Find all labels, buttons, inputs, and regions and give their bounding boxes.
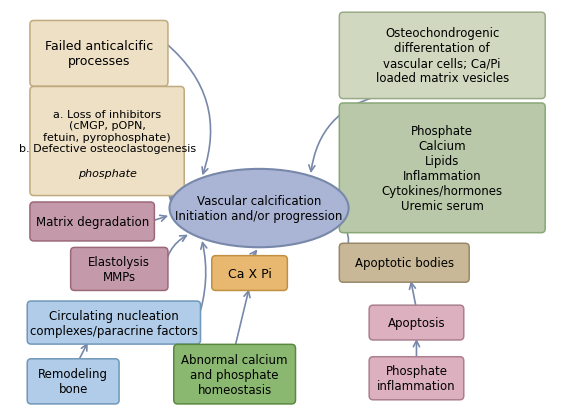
FancyBboxPatch shape — [339, 104, 545, 233]
FancyBboxPatch shape — [27, 301, 200, 344]
Ellipse shape — [169, 169, 348, 248]
FancyBboxPatch shape — [30, 21, 168, 87]
Text: Abnormal calcium
and phosphate
homeostasis: Abnormal calcium and phosphate homeostas… — [181, 353, 288, 396]
FancyBboxPatch shape — [30, 87, 184, 196]
Text: Phosphate
Calcium
Lipids
Inflammation
Cytokines/hormones
Uremic serum: Phosphate Calcium Lipids Inflammation Cy… — [381, 125, 503, 212]
FancyBboxPatch shape — [339, 244, 469, 282]
FancyBboxPatch shape — [369, 357, 464, 400]
Text: Remodeling
bone: Remodeling bone — [38, 368, 108, 395]
FancyBboxPatch shape — [369, 306, 464, 340]
Text: Elastolysis
MMPs: Elastolysis MMPs — [88, 255, 150, 283]
Text: phosphate: phosphate — [77, 169, 136, 179]
Text: Failed anticalcific
processes: Failed anticalcific processes — [45, 40, 153, 68]
Text: Osteochondrogenic
differentation of
vascular cells; Ca/Pi
loaded matrix vesicles: Osteochondrogenic differentation of vasc… — [376, 27, 509, 85]
Text: Matrix degradation: Matrix degradation — [35, 216, 149, 228]
FancyBboxPatch shape — [211, 256, 287, 291]
FancyBboxPatch shape — [30, 202, 154, 241]
Text: Apoptotic bodies: Apoptotic bodies — [355, 256, 454, 270]
FancyBboxPatch shape — [174, 344, 296, 404]
Text: Vascular calcification
Initiation and/or progression: Vascular calcification Initiation and/or… — [176, 195, 343, 223]
Text: Circulating nucleation
complexes/paracrine factors: Circulating nucleation complexes/paracri… — [30, 309, 198, 337]
Text: Apoptosis: Apoptosis — [388, 316, 445, 329]
Text: Ca X Pi: Ca X Pi — [228, 267, 272, 280]
FancyBboxPatch shape — [71, 248, 168, 291]
Text: a. Loss of inhibitors
(cMGP, pOPN,
fetuin, pyrophosphate)
b. Defective osteoclas: a. Loss of inhibitors (cMGP, pOPN, fetui… — [19, 109, 196, 154]
FancyBboxPatch shape — [339, 13, 545, 100]
FancyBboxPatch shape — [27, 359, 119, 404]
Text: Phosphate
inflammation: Phosphate inflammation — [377, 364, 456, 392]
